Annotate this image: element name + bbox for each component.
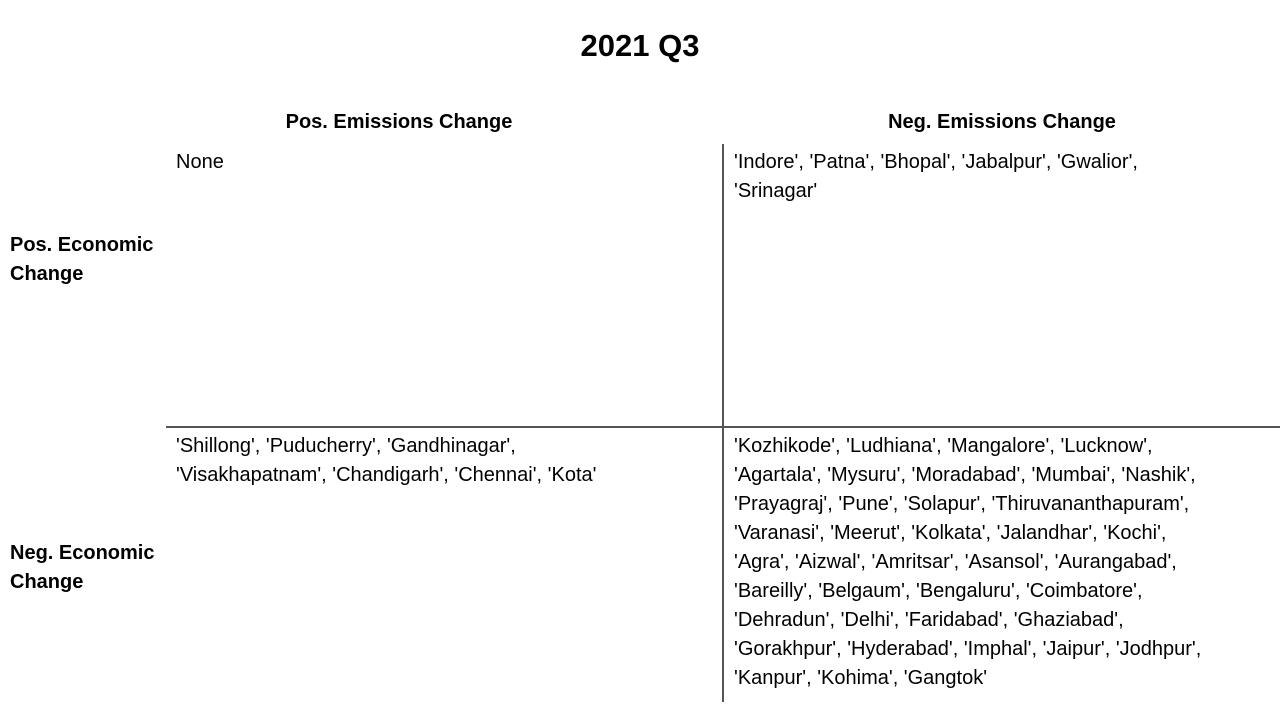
cell-neg-econ-neg-emis: 'Kozhikode', 'Ludhiana', 'Mangalore', 'L…	[734, 435, 1202, 689]
vertical-divider	[722, 144, 724, 702]
column-header-neg-emissions: Neg. Emissions Change	[888, 111, 1116, 133]
cell-pos-econ-pos-emis: None	[176, 151, 224, 173]
page-title: 2021 Q3	[580, 28, 700, 63]
cell-pos-econ-neg-emis: 'Indore', 'Patna', 'Bhopal', 'Jabalpur',…	[734, 151, 1138, 202]
column-header-pos-emissions: Pos. Emissions Change	[285, 111, 513, 133]
horizontal-divider	[166, 426, 1280, 428]
cell-neg-econ-pos-emis: 'Shillong', 'Puducherry', 'Gandhinagar',…	[176, 435, 597, 486]
row-header-neg-economic: Neg. Economic Change	[10, 542, 155, 593]
row-header-pos-economic: Pos. Economic Change	[10, 234, 154, 285]
